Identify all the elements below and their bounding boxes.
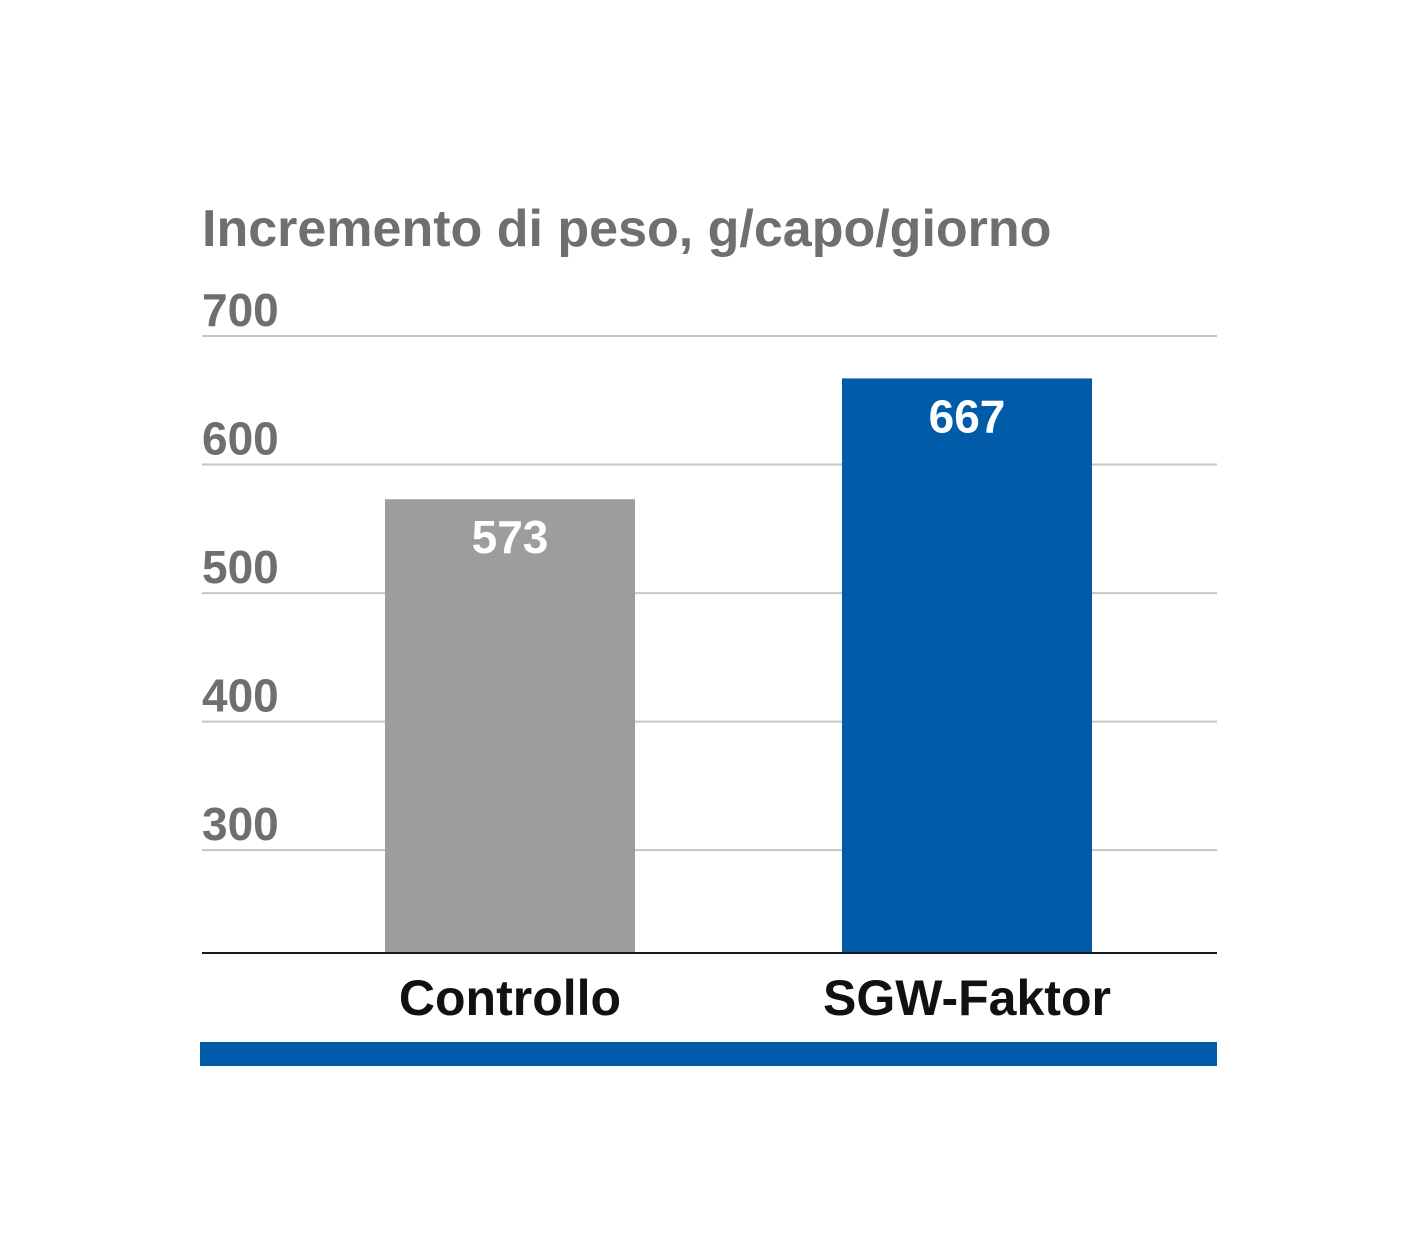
bar-sgw-faktor <box>842 378 1092 953</box>
chart-title: Incremento di peso, g/capo/giorno <box>202 200 1051 258</box>
bars: 573 667 <box>385 378 1092 953</box>
y-tick-label-500: 500 <box>202 541 279 593</box>
category-labels: Controllo SGW-Faktor <box>399 970 1111 1026</box>
accent-strip <box>200 1042 1217 1066</box>
data-label-controllo: 573 <box>472 511 549 563</box>
category-label-sgw-faktor: SGW-Faktor <box>823 970 1111 1026</box>
category-label-controllo: Controllo <box>399 970 621 1026</box>
y-axis-ticks: 300 400 500 600 700 <box>202 284 279 850</box>
bar-controllo <box>385 499 635 953</box>
y-tick-label-400: 400 <box>202 670 279 722</box>
y-tick-label-700: 700 <box>202 284 279 336</box>
data-label-sgw-faktor: 667 <box>929 390 1006 442</box>
y-tick-label-300: 300 <box>202 798 279 850</box>
y-tick-label-600: 600 <box>202 413 279 465</box>
